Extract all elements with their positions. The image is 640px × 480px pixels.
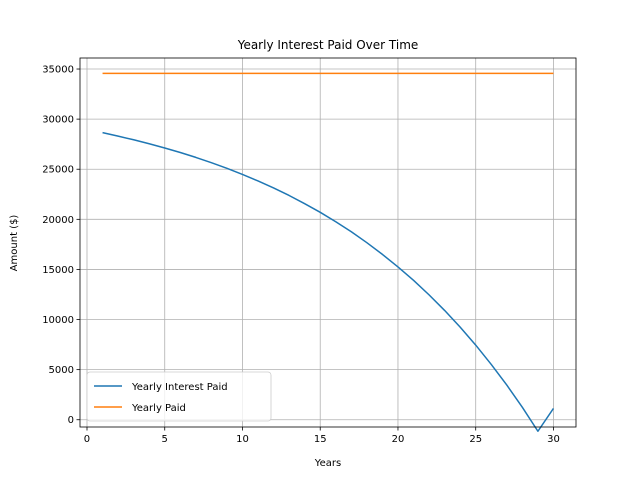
series-layer xyxy=(102,72,555,433)
y-tick-label: 35000 xyxy=(42,65,74,76)
y-tick-label: 25000 xyxy=(42,165,74,176)
legend-box xyxy=(86,371,272,422)
x-tick-label: 15 xyxy=(314,434,327,445)
y-tick-label: 0 xyxy=(68,415,74,426)
legend-label-2: Yearly Paid xyxy=(131,403,186,414)
legend: Yearly Interest Paid Yearly Paid xyxy=(86,371,272,422)
series-line-1 xyxy=(102,131,555,433)
y-axis-label: Amount ($) xyxy=(9,215,20,272)
x-tick-label: 0 xyxy=(84,434,90,445)
y-tick-label: 20000 xyxy=(42,215,74,226)
chart-title: Yearly Interest Paid Over Time xyxy=(237,38,419,52)
x-tick-label: 30 xyxy=(547,434,560,445)
plot-area-frame xyxy=(79,57,577,428)
y-tick-label: 15000 xyxy=(42,265,74,276)
x-tick-label: 25 xyxy=(469,434,482,445)
x-tick-label: 10 xyxy=(236,434,249,445)
x-tick-label: 20 xyxy=(392,434,405,445)
y-tick-label: 10000 xyxy=(42,315,74,326)
x-axis-label: Years xyxy=(314,458,341,469)
x-axis-ticks: 0 5 10 15 20 25 30 xyxy=(84,427,560,445)
legend-label-1: Yearly Interest Paid xyxy=(131,382,228,393)
x-tick-label: 5 xyxy=(162,434,168,445)
y-tick-label: 5000 xyxy=(49,365,74,376)
y-tick-label: 30000 xyxy=(42,115,74,126)
y-axis-ticks: 0 5000 10000 15000 20000 25000 30000 35000 xyxy=(42,65,80,426)
